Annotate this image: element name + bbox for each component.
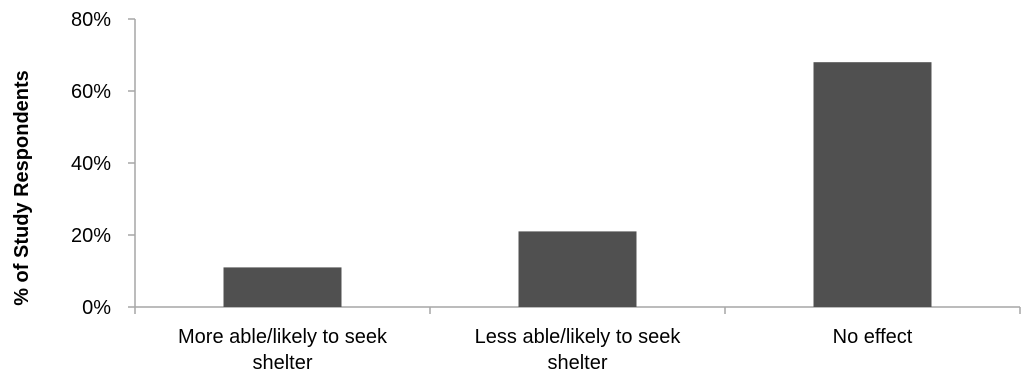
category-label: No effect — [833, 326, 913, 348]
bars — [223, 62, 932, 308]
y-axis: 0% 20% 40% 60% 80% — [71, 9, 136, 319]
category-label: More able/likely to seek shelter — [178, 326, 388, 374]
category-label-line: shelter — [252, 352, 312, 374]
y-tick-label: 0% — [82, 297, 111, 319]
category-label-line: Less able/likely to seek — [475, 326, 682, 348]
bar — [813, 62, 932, 308]
category-label-line: More able/likely to seek — [178, 326, 388, 348]
x-axis — [134, 306, 1021, 314]
y-tick-label: 80% — [71, 9, 111, 31]
y-tick-label: 60% — [71, 81, 111, 103]
bar — [223, 267, 342, 307]
category-label: Less able/likely to seek shelter — [475, 326, 682, 374]
category-label-line: No effect — [833, 326, 913, 348]
bar — [518, 231, 637, 307]
y-tick-label: 40% — [71, 153, 111, 175]
y-tick-label: 20% — [71, 225, 111, 247]
category-label-line: shelter — [547, 352, 607, 374]
y-axis-title: % of Study Respondents — [11, 70, 33, 306]
